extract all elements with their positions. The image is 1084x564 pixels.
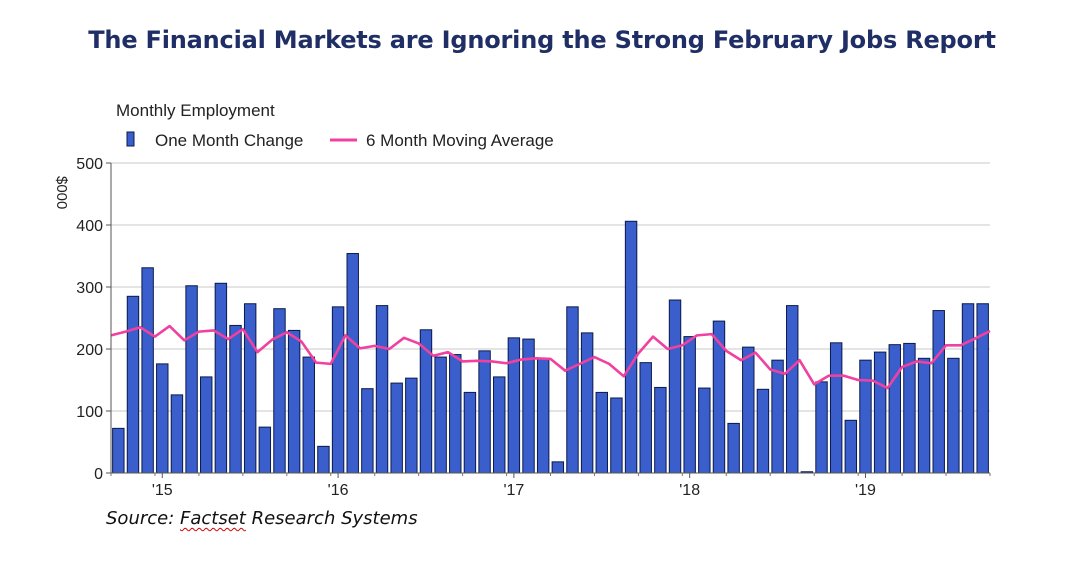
bar [566, 306, 579, 474]
bar [859, 359, 872, 474]
x-tick-label: '15 [152, 482, 173, 499]
bar [551, 461, 565, 474]
bar [595, 391, 608, 474]
y-tick-label: 200 [76, 342, 103, 359]
bar [449, 354, 462, 474]
bar [302, 356, 315, 474]
y-tick-label: 400 [76, 218, 103, 235]
bar [331, 306, 345, 474]
bar [947, 357, 960, 474]
bar [375, 305, 389, 474]
bar [771, 359, 784, 474]
x-tick-label: '16 [328, 482, 349, 499]
bar [536, 357, 550, 474]
bar [727, 422, 740, 474]
bar [888, 344, 901, 474]
x-axis-ticks: '15 '16 '17 '18 '19 [110, 473, 991, 499]
source-note: Source: Factset Research Systems [106, 508, 418, 529]
bar [112, 427, 125, 474]
bar [742, 346, 755, 474]
bar [156, 363, 169, 474]
bar [390, 382, 403, 474]
bar [580, 332, 594, 474]
bar [361, 388, 374, 474]
y-axis-label: $000 [53, 176, 70, 209]
source-provider: Factset [180, 508, 246, 529]
legend-line-label: 6 Month Moving Average [366, 131, 554, 150]
legend-bar-label: One Month Change [155, 131, 303, 150]
bar [698, 387, 711, 474]
bar [141, 267, 154, 474]
bar [815, 381, 828, 474]
source-suffix: Research Systems [245, 508, 418, 529]
bar [668, 299, 682, 474]
y-tick-label: 0 [94, 466, 103, 483]
bar [932, 310, 945, 474]
bar [624, 220, 638, 474]
bar [287, 329, 301, 474]
bar [170, 394, 184, 474]
bar [493, 376, 506, 474]
bar [243, 303, 257, 474]
chart-title: Monthly Employment [116, 101, 275, 120]
y-axis-ticks: 0 100 200 300 400 500 [76, 156, 111, 483]
bar [405, 377, 418, 474]
bar [610, 397, 623, 474]
bar [126, 295, 140, 474]
legend-bar-swatch [126, 131, 135, 147]
bar-series [112, 220, 989, 474]
bar [683, 336, 696, 474]
bar [346, 253, 359, 474]
bar [434, 356, 447, 474]
page-title: The Financial Markets are Ignoring the S… [88, 26, 996, 54]
bar [786, 305, 799, 474]
bar [844, 419, 858, 474]
bar [654, 386, 667, 474]
legend: One Month Change 6 Month Moving Average [126, 131, 554, 150]
axes [110, 163, 990, 474]
bar [976, 303, 989, 474]
chart: 0 100 200 300 400 500 '15 '16 '17 '18 '19 Monthly… [53, 101, 991, 499]
bar [917, 357, 931, 474]
source-prefix: Source: [106, 508, 181, 529]
bar [258, 426, 272, 474]
line-series [110, 324, 991, 390]
bar [463, 391, 477, 474]
y-tick-label: 100 [76, 404, 103, 421]
bar [756, 388, 770, 474]
y-tick-label: 300 [76, 280, 103, 297]
bar [507, 337, 521, 474]
bar [478, 350, 491, 474]
x-tick-label: '17 [503, 482, 524, 499]
bar [873, 351, 887, 474]
bar [229, 324, 242, 474]
bar [185, 285, 198, 474]
bar [829, 342, 843, 474]
gridlines [111, 162, 990, 412]
moving-average-line [110, 324, 991, 390]
y-tick-label: 500 [76, 156, 103, 173]
bar [961, 303, 975, 474]
x-tick-label: '18 [679, 482, 700, 499]
bar [639, 362, 652, 474]
bar [214, 282, 228, 474]
x-tick-label: '19 [855, 482, 876, 499]
bar [200, 376, 213, 474]
bar [317, 445, 330, 474]
